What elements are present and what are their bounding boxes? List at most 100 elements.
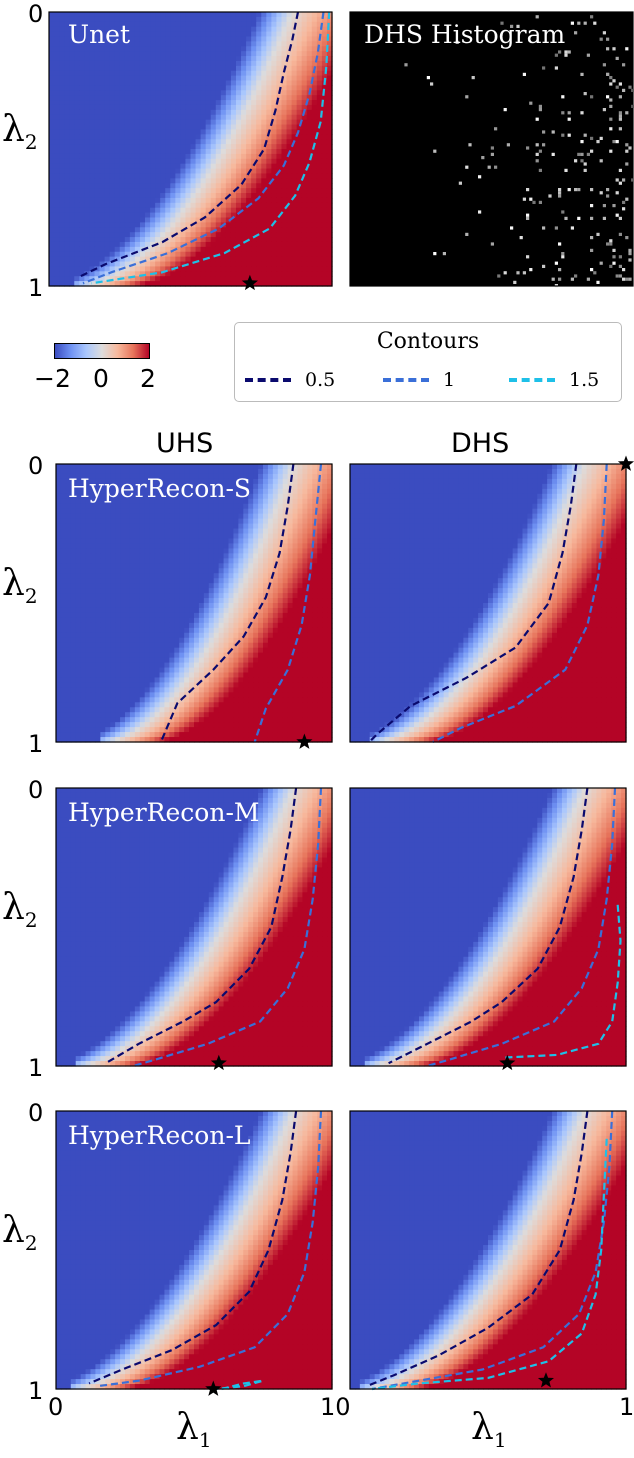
heatmap-cell [190,31,197,38]
heatmap-cell [316,149,323,155]
heatmap-cell [79,158,85,165]
heatmap-cell [228,588,235,594]
heatmap-cell [120,548,126,554]
heatmap-cell [124,70,131,77]
heatmap-cell [179,538,185,545]
heatmap-cell [74,70,80,77]
heatmap-cell [301,56,308,62]
heatmap-cell [261,95,267,101]
heatmap-cell [120,473,126,480]
heatmap-cell [243,518,249,525]
heatmap-cell [60,553,67,559]
heatmap-cell [185,168,192,175]
heatmap-cell [175,173,181,179]
heatmap-cell [253,498,259,505]
heatmap-cell [69,41,75,47]
heatmap-cell [312,538,318,545]
heatmap-cell [89,256,96,263]
heatmap-cell [326,241,333,248]
heatmap-cell [266,70,272,77]
heatmap-cell [129,603,136,609]
heatmap-cell [297,548,304,554]
heatmap-cell [198,533,205,540]
heatmap-cell [306,237,313,243]
heatmap-cell [296,193,303,199]
heatmap-cell [215,241,222,248]
heatmap-cell [95,483,101,490]
heatmap-cell [64,56,70,62]
heatmap-cell [205,251,212,258]
heatmap-cell [189,498,195,505]
heatmap-cell [74,158,80,165]
heatmap-cell [90,598,97,604]
heatmap-cell [198,503,205,510]
heatmap-cell [104,271,111,277]
heatmap-cell [84,114,91,121]
heatmap-cell [59,21,65,28]
heatmap-cell [129,144,136,150]
heatmap-cell [251,237,257,243]
heatmap-cell [277,483,284,490]
heatmap-cell [271,56,278,62]
heatmap-cell [144,473,151,480]
heatmap-cell [210,80,217,86]
heatmap-cell [70,503,77,510]
heatmap-cell [225,31,232,38]
histogram-point [542,130,546,134]
histogram-point [567,50,571,54]
heatmap-cell [54,173,60,179]
heatmap-cell [90,528,97,535]
heatmap-cell [56,553,62,559]
heatmap-cell [225,202,232,209]
heatmap-cell [160,21,166,28]
heatmap-cell [266,197,272,204]
heatmap-cell [251,246,257,253]
heatmap-cell [208,578,215,584]
heatmap-cell [203,513,210,520]
heatmap-cell [185,173,192,179]
heatmap-cell [291,241,298,248]
heatmap-cell [154,478,161,485]
heatmap-cell [69,100,75,106]
heatmap-cell [99,149,106,155]
heatmap-cell [169,533,175,540]
histogram-point [590,15,594,19]
heatmap-cell [263,553,269,559]
heatmap-cell [159,513,166,520]
heatmap-cell [154,543,161,549]
heatmap-cell [321,85,328,91]
heatmap-cell [246,183,252,189]
heatmap-cell [276,46,283,52]
heatmap-cell [175,70,181,77]
heatmap-cell [246,16,252,23]
heatmap-cell [267,558,274,564]
heatmap-cell [189,578,195,584]
heatmap-cell [165,80,171,86]
heatmap-cell [281,31,288,38]
heatmap-cell [321,251,328,258]
histogram-point [574,274,578,278]
heatmap-cell [180,114,187,121]
heatmap-cell [203,523,210,530]
heatmap-cell [119,271,126,277]
heatmap-cell [155,237,161,243]
heatmap-cell [119,227,126,233]
heatmap-cell [175,65,181,72]
heatmap-cell [89,60,96,67]
heatmap-cell [220,134,227,140]
heatmap-cell [307,583,313,589]
heatmap-cell [119,134,126,140]
heatmap-cell [261,12,267,18]
heatmap-cell [215,60,222,67]
heatmap-cell [185,202,192,209]
heatmap-cell [180,60,187,67]
heatmap-cell [185,276,192,282]
heatmap-cell [89,85,96,91]
heatmap-cell [266,85,272,91]
heatmap-cell [120,583,126,589]
heatmap-cell [235,12,242,18]
heatmap-cell [74,276,80,282]
heatmap-cell [281,158,288,165]
heatmap-cell [150,144,156,150]
heatmap-cell [99,139,106,145]
